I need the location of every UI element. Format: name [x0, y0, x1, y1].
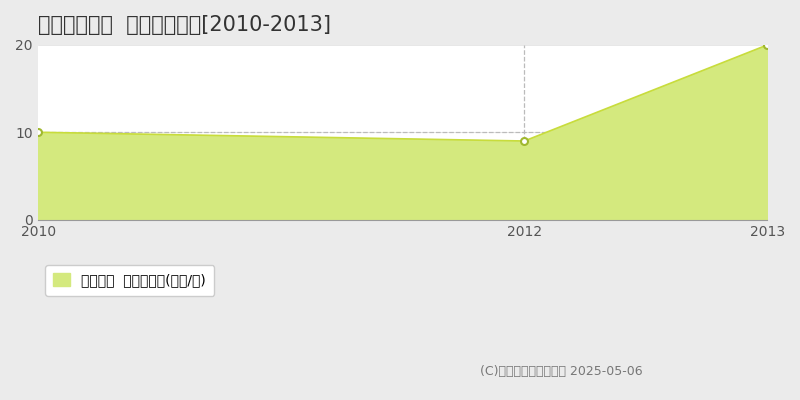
Legend: 土地価格  平均坪単価(万円/坪): 土地価格 平均坪単価(万円/坪) [45, 265, 214, 296]
Text: 富良野市幸町  土地価格推移[2010-2013]: 富良野市幸町 土地価格推移[2010-2013] [38, 15, 331, 35]
Text: (C)土地価格ドットコム 2025-05-06: (C)土地価格ドットコム 2025-05-06 [480, 365, 642, 378]
